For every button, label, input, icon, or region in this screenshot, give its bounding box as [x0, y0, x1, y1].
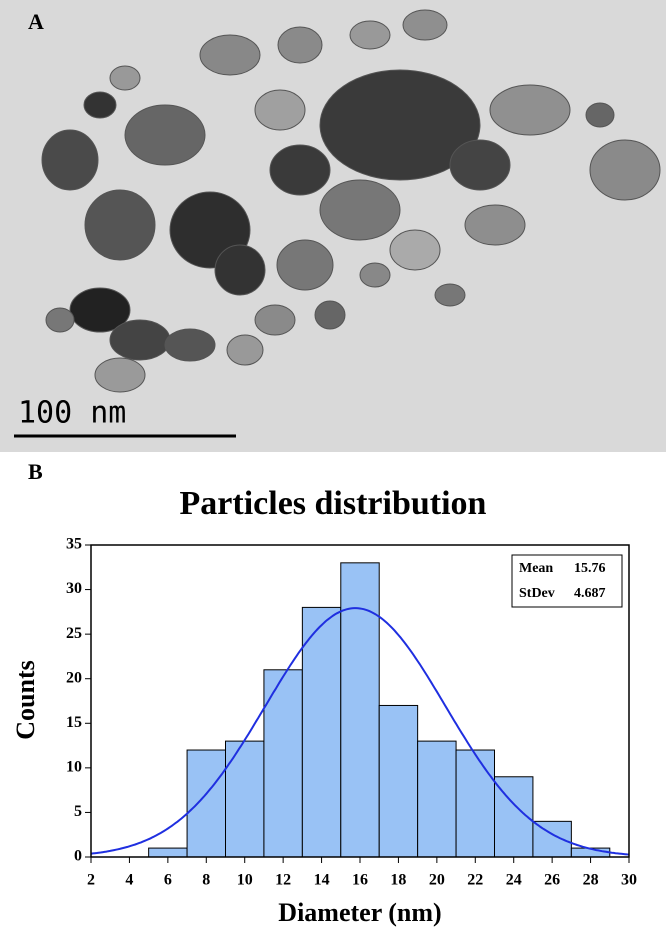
y-tick-label: 5 — [74, 803, 82, 820]
chart-title: Particles distribution — [180, 485, 487, 522]
particle — [277, 26, 323, 64]
particle — [109, 65, 141, 91]
particle — [402, 9, 448, 41]
y-tick-label: 35 — [66, 536, 82, 553]
particle — [199, 34, 261, 76]
y-axis-label: Counts — [11, 660, 40, 739]
particles — [41, 9, 661, 393]
scale-bar-label: 100 nm — [18, 396, 126, 431]
particle — [319, 179, 401, 241]
x-axis-label: Diameter (nm) — [278, 898, 441, 927]
x-tick-label: 10 — [237, 872, 253, 889]
bar — [148, 847, 188, 858]
particle — [109, 319, 171, 361]
particle — [69, 287, 131, 333]
particle — [83, 91, 117, 119]
x-tick-label: 6 — [164, 872, 172, 889]
x-tick-label: 20 — [429, 872, 445, 889]
x-tick-label: 2 — [87, 872, 95, 889]
y-tick-label: 25 — [66, 625, 82, 642]
particle — [349, 20, 391, 50]
particle — [226, 334, 264, 366]
particle — [319, 69, 481, 181]
stats-box — [511, 554, 623, 608]
particle — [314, 300, 346, 330]
particle — [254, 304, 296, 336]
particle — [45, 307, 75, 333]
bar — [378, 704, 419, 858]
stats-value: 4.687 — [574, 586, 606, 601]
particle — [449, 139, 511, 191]
stats-label: StDev — [519, 586, 555, 601]
particle — [41, 129, 99, 191]
particle — [269, 144, 331, 196]
x-tick-label: 4 — [125, 872, 133, 889]
x-tick-label: 26 — [544, 872, 560, 889]
x-tick-label: 18 — [390, 872, 406, 889]
particle — [164, 328, 216, 362]
x-tick-label: 12 — [275, 872, 291, 889]
bar — [417, 740, 457, 858]
panel-label: A — [28, 9, 44, 34]
x-tick-label: 22 — [467, 872, 483, 889]
bar — [263, 669, 303, 858]
particle — [214, 244, 266, 296]
particle — [254, 89, 306, 131]
bar — [340, 562, 380, 858]
particle — [276, 239, 334, 291]
particle — [434, 283, 466, 307]
bar — [301, 606, 342, 858]
bar — [455, 749, 496, 858]
x-tick-label: 14 — [314, 872, 330, 889]
bar — [225, 740, 265, 858]
particle — [585, 102, 615, 128]
x-tick-label: 8 — [202, 872, 210, 889]
particle — [489, 84, 571, 136]
y-tick-label: 15 — [66, 714, 82, 731]
particle — [464, 204, 526, 246]
particle — [94, 357, 146, 393]
x-tick-label: 24 — [506, 872, 522, 889]
x-tick-label: 16 — [352, 872, 368, 889]
stats-value: 15.76 — [574, 561, 606, 576]
y-tick-label: 10 — [66, 759, 82, 776]
y-tick-label: 30 — [66, 580, 82, 597]
fit-curve — [90, 607, 630, 856]
particle — [589, 139, 661, 201]
panel-label: B — [28, 459, 43, 484]
x-tick-label: 28 — [583, 872, 599, 889]
y-tick-label: 0 — [74, 848, 82, 865]
particle — [359, 262, 391, 288]
particle — [84, 189, 156, 261]
particle — [389, 229, 441, 271]
x-tick-label: 30 — [621, 872, 637, 889]
bar — [186, 749, 226, 858]
y-tick-label: 20 — [66, 669, 82, 686]
particle — [124, 104, 206, 166]
stats-label: Mean — [519, 561, 553, 576]
